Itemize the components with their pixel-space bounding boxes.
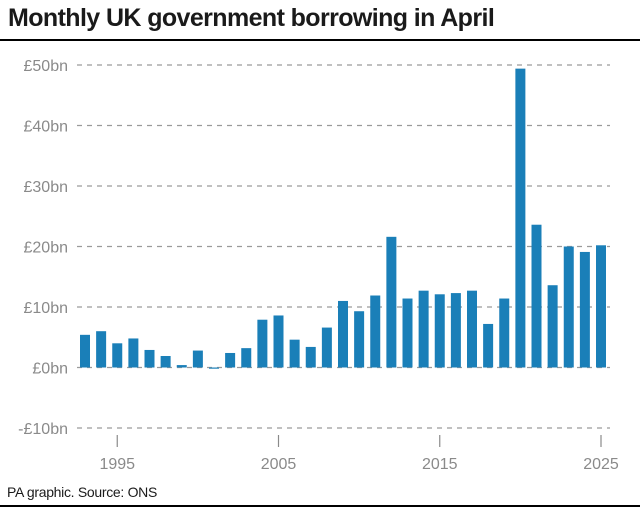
bar-2019 xyxy=(499,298,510,368)
bar-1996 xyxy=(128,338,139,368)
x-axis-ticks: 1995 2005 2015 2025 xyxy=(99,435,619,473)
bar-2010 xyxy=(354,311,365,368)
bar-2013 xyxy=(402,298,413,368)
bar-2025 xyxy=(596,245,606,368)
bar-2004 xyxy=(257,319,268,368)
bar-2021 xyxy=(531,224,542,368)
y-tick-label: £20bn xyxy=(24,240,69,257)
x-tick-label: 2015 xyxy=(422,456,458,473)
bar-2014 xyxy=(418,290,429,368)
x-tick-label: 2005 xyxy=(261,456,297,473)
bar-2005 xyxy=(273,315,284,368)
y-tick-label: £0bn xyxy=(32,361,68,378)
bar-2022 xyxy=(547,285,558,368)
bar-2024 xyxy=(579,251,590,368)
bar-2011 xyxy=(370,295,381,368)
y-axis-labels: £50bn £40bn £30bn £20bn £10bn £0bn -£10bn xyxy=(18,58,68,438)
chart-title: Monthly UK government borrowing in April xyxy=(8,4,495,32)
bar-2001 xyxy=(209,367,219,369)
y-tick-label: £50bn xyxy=(24,58,69,75)
bar-2000 xyxy=(192,350,203,368)
x-tick-label: 2025 xyxy=(583,456,619,473)
y-tick-label: £40bn xyxy=(24,119,69,136)
bar-2002 xyxy=(225,352,236,368)
y-tick-label: £30bn xyxy=(24,179,69,196)
bar-2017 xyxy=(467,290,477,368)
bar-2006 xyxy=(289,339,300,368)
bar-2018 xyxy=(483,323,494,368)
bottom-rule xyxy=(0,505,640,507)
bar-2023 xyxy=(563,246,574,368)
top-rule xyxy=(0,39,640,41)
y-tick-label: -£10bn xyxy=(18,421,68,438)
bar-2007 xyxy=(305,346,316,368)
bars xyxy=(80,68,606,369)
bar-2008 xyxy=(321,327,332,368)
gridlines xyxy=(77,64,610,429)
bar-1994 xyxy=(96,331,107,368)
bar-1993 xyxy=(80,334,90,368)
y-tick-label: £10bn xyxy=(24,300,69,317)
x-tick-label: 1995 xyxy=(99,456,135,473)
bar-2009 xyxy=(338,300,348,368)
bar-1998 xyxy=(160,356,171,368)
bar-2020 xyxy=(515,68,526,368)
bar-1997 xyxy=(144,349,155,368)
bar-2015 xyxy=(434,294,445,368)
bar-2003 xyxy=(241,348,252,368)
bar-2012 xyxy=(386,236,397,368)
source-note: PA graphic. Source: ONS xyxy=(7,484,158,500)
bar-1995 xyxy=(112,343,123,368)
bar-1999 xyxy=(176,365,187,368)
bar-2016 xyxy=(450,293,461,368)
